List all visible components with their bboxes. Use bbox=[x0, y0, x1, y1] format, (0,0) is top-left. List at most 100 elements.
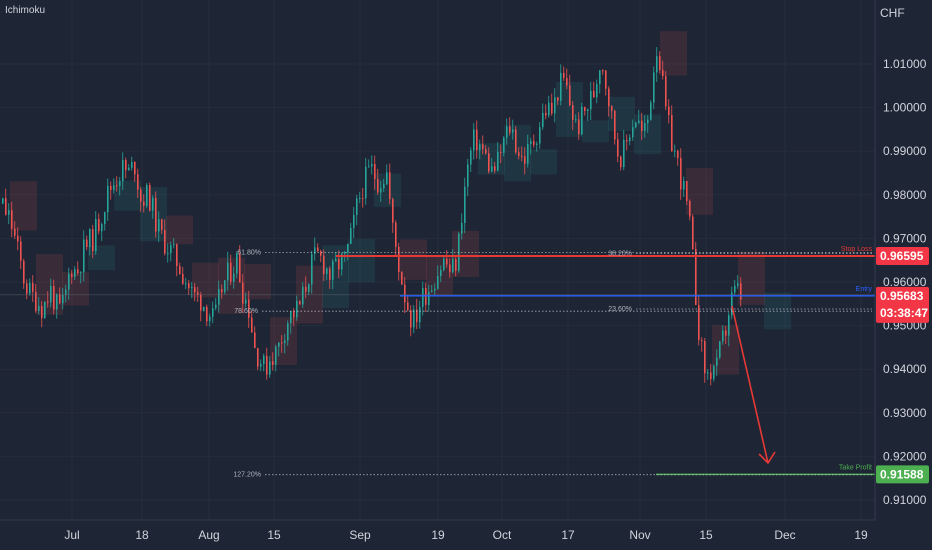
candle-body bbox=[596, 84, 598, 98]
candle-body bbox=[548, 102, 550, 116]
candle-body bbox=[2, 198, 4, 204]
levels: Stop Loss Entry Take Profit 61.80% 38.20% 78.… bbox=[0, 246, 875, 479]
x-tick-label: 15 bbox=[267, 528, 281, 542]
candle-body bbox=[467, 164, 469, 187]
candle-body bbox=[368, 166, 370, 168]
cloud-segment bbox=[400, 239, 427, 280]
candle-body bbox=[578, 119, 580, 135]
candle-body bbox=[722, 330, 724, 342]
candle-body bbox=[683, 181, 685, 190]
candle-body bbox=[650, 102, 652, 120]
cloud-segment bbox=[660, 31, 687, 76]
candle-body bbox=[635, 122, 637, 128]
candle-body bbox=[518, 152, 520, 156]
candle-body bbox=[485, 149, 487, 154]
candle-body bbox=[101, 224, 103, 232]
take-profit-label: Take Profit bbox=[839, 464, 872, 471]
candle-body bbox=[92, 229, 94, 252]
candle-body bbox=[524, 156, 526, 164]
current-price-tag: 0.95683 bbox=[880, 289, 924, 303]
candle-body bbox=[503, 137, 505, 153]
price-axis[interactable]: 1.01000 1.00000 0.99000 0.98000 0.97000 0.960… bbox=[883, 57, 927, 507]
candle-body bbox=[428, 291, 430, 305]
candle-body bbox=[11, 210, 13, 229]
x-tick-label: Jul bbox=[64, 528, 79, 542]
candle-body bbox=[473, 129, 475, 151]
candle-body bbox=[560, 73, 562, 101]
candle-body bbox=[353, 215, 355, 229]
candle-body bbox=[332, 261, 334, 280]
indicator-label[interactable]: Ichimoku bbox=[5, 5, 45, 16]
candle-body bbox=[515, 129, 517, 153]
candle-body bbox=[320, 251, 322, 256]
candle-body bbox=[551, 102, 553, 114]
candle-body bbox=[14, 228, 16, 236]
candle-body bbox=[638, 120, 640, 123]
candle-body bbox=[98, 219, 100, 232]
projection-arrow bbox=[731, 305, 776, 465]
candle-body bbox=[674, 150, 676, 152]
candle-countdown: 03:38:47 bbox=[880, 306, 928, 320]
candle-body bbox=[107, 185, 109, 213]
x-tick-label: Dec bbox=[774, 528, 795, 542]
candle-body bbox=[470, 150, 472, 165]
candle-body bbox=[62, 294, 64, 304]
candle-body bbox=[437, 276, 439, 289]
candle-body bbox=[569, 85, 571, 106]
candle-body bbox=[488, 153, 490, 172]
x-tick-label: 18 bbox=[135, 528, 149, 542]
candle-body bbox=[563, 73, 565, 79]
candle-body bbox=[452, 259, 454, 273]
candle-body bbox=[419, 306, 421, 323]
candle-body bbox=[314, 247, 316, 254]
current-price-tag-bg bbox=[876, 286, 929, 323]
candle-body bbox=[272, 361, 274, 365]
candle-body bbox=[212, 308, 214, 317]
candle-body bbox=[38, 306, 40, 311]
cloud-segment bbox=[140, 187, 167, 242]
candle-body bbox=[83, 239, 85, 273]
candle-body bbox=[155, 197, 157, 232]
candle-body bbox=[581, 106, 583, 135]
candle-body bbox=[329, 268, 331, 280]
candle-body bbox=[191, 287, 193, 289]
candle-body bbox=[380, 188, 382, 193]
candle-body bbox=[251, 317, 253, 333]
candle-body bbox=[167, 253, 169, 255]
candle-body bbox=[677, 150, 679, 159]
candle-body bbox=[116, 185, 118, 187]
candle-body bbox=[59, 294, 61, 304]
candle-body bbox=[602, 70, 604, 72]
candle-body bbox=[713, 365, 715, 380]
candle-body bbox=[227, 262, 229, 281]
cloud-segment bbox=[114, 180, 141, 211]
candle-body bbox=[113, 185, 115, 190]
candle-body bbox=[692, 216, 694, 249]
candle-body bbox=[500, 151, 502, 153]
time-axis[interactable]: Jul 18 Aug 15 Sep 19 Oct 17 Nov 15 Dec 19 bbox=[64, 528, 868, 542]
x-tick-label: Oct bbox=[493, 528, 512, 542]
candle-body bbox=[689, 200, 691, 217]
y-tick-label: 0.99000 bbox=[883, 144, 927, 158]
candle-body bbox=[530, 141, 532, 145]
candle-body bbox=[170, 245, 172, 254]
candle-body bbox=[509, 126, 511, 133]
candle-body bbox=[395, 222, 397, 247]
candle-body bbox=[41, 306, 43, 319]
candle-body bbox=[575, 119, 577, 121]
candle-body bbox=[716, 357, 718, 366]
candle-body bbox=[260, 364, 262, 367]
candle-body bbox=[65, 289, 67, 295]
candle-body bbox=[686, 181, 688, 201]
candle-body bbox=[44, 301, 46, 319]
candle-body bbox=[431, 290, 433, 292]
candle-body bbox=[302, 286, 304, 305]
candle-body bbox=[149, 185, 151, 211]
candle-body bbox=[611, 106, 613, 111]
candle-body bbox=[623, 139, 625, 168]
candle-body bbox=[215, 304, 217, 309]
cloud-segment bbox=[62, 272, 89, 306]
candle-body bbox=[317, 247, 319, 252]
candle-body bbox=[173, 244, 175, 246]
